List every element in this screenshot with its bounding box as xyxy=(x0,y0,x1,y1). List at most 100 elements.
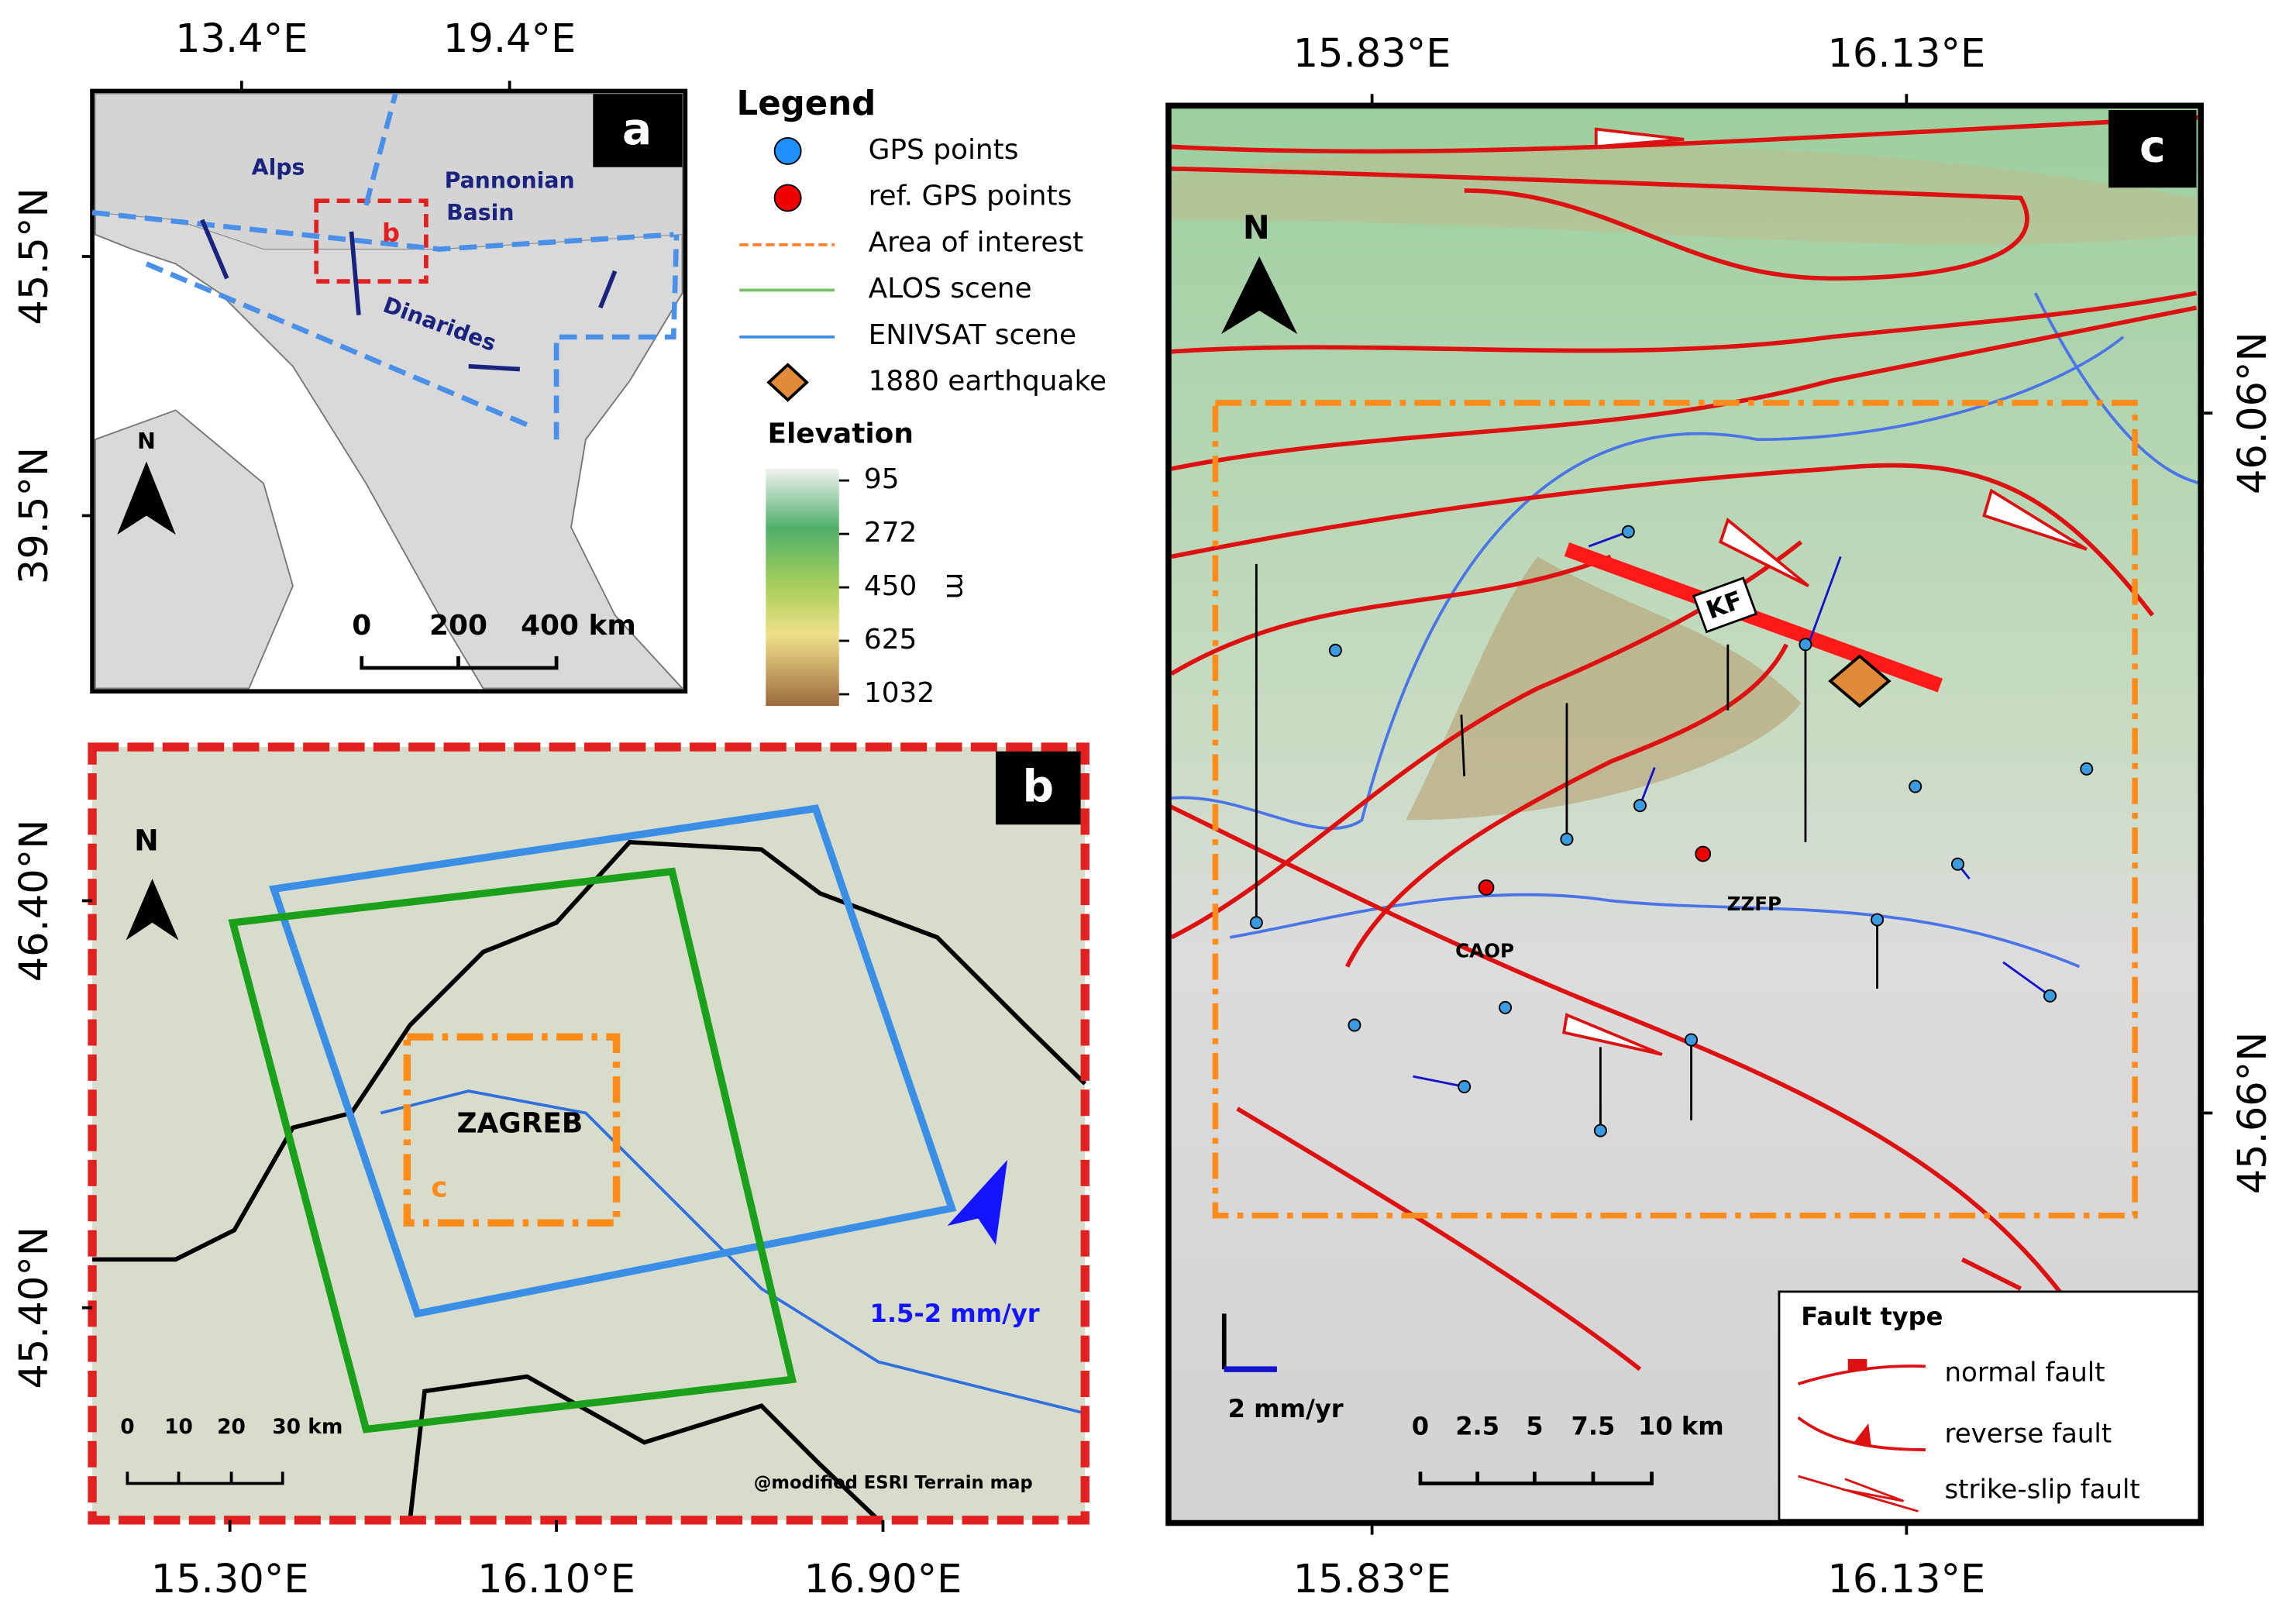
gps-points xyxy=(2080,762,2094,776)
colorbar-tick-label: 95 xyxy=(864,463,900,495)
inset-label: b xyxy=(382,219,400,248)
gps-vectors xyxy=(1413,1075,1465,1088)
y-tick-label: 45.66°N xyxy=(2230,1032,2276,1195)
hill-shade xyxy=(1168,145,2197,245)
earthquake-1880 xyxy=(1828,654,1892,708)
figure: GPS points ref. GPS points Area of interes… xyxy=(869,134,1107,397)
scene-lines xyxy=(363,93,398,206)
scale-label: 0 xyxy=(120,1415,134,1439)
kf-fault xyxy=(1564,542,1943,693)
scale-label: 400 km xyxy=(521,610,636,642)
gps-points xyxy=(1871,913,1885,927)
gps-points xyxy=(1633,799,1647,813)
motion-arrows xyxy=(349,231,361,315)
envisat-scene xyxy=(269,804,957,1318)
gps-points xyxy=(1593,1124,1607,1137)
x-tick-label: 13.4°E xyxy=(175,16,308,62)
panel-label: a xyxy=(622,104,652,155)
panel-label: b xyxy=(1022,761,1054,812)
scale-label: 0 xyxy=(1412,1412,1429,1441)
motion-arrows xyxy=(200,219,229,280)
velocity-arrow xyxy=(947,1159,1008,1245)
faults xyxy=(1171,463,2155,617)
legend-symbol xyxy=(773,136,802,165)
river xyxy=(380,1089,1086,1415)
legend-item: 1880 earthquake xyxy=(869,365,1107,397)
fault-symbol xyxy=(1854,1423,1871,1447)
north-label: N xyxy=(137,428,156,454)
motion-arrows xyxy=(598,270,618,309)
fault-symbol xyxy=(1797,1416,1926,1451)
fault-symbol xyxy=(1798,1475,1919,1512)
ref-gps-point xyxy=(1695,845,1712,862)
colorbar-tick-label: 272 xyxy=(864,517,917,549)
fault-label: ZZFP xyxy=(1727,893,1781,915)
inset-box xyxy=(314,198,429,284)
gps-points xyxy=(1249,916,1263,930)
border xyxy=(92,839,1087,1262)
velocity-label: 1.5-2 mm/yr xyxy=(869,1299,1039,1328)
fault-type-box xyxy=(1778,1290,2201,1522)
faults xyxy=(1171,291,2198,354)
aoi-box xyxy=(1212,400,2138,1219)
aoi-box xyxy=(403,1033,621,1227)
gps-points xyxy=(1685,1033,1699,1047)
gps-vectors xyxy=(2002,961,2051,997)
y-tick-label: 46.06°N xyxy=(2230,332,2276,494)
scale-bar xyxy=(360,656,559,670)
gps-vectors xyxy=(1460,714,1466,776)
fault-type-title: Fault type xyxy=(1801,1302,1943,1331)
faults xyxy=(1344,643,1788,968)
region-label: Pannonian xyxy=(445,168,575,194)
gps-points xyxy=(1249,525,2094,1137)
north-arrow xyxy=(117,461,176,535)
scene-lines xyxy=(145,261,528,428)
y-tick-label: 45.40°N xyxy=(12,1227,57,1389)
border xyxy=(408,1374,880,1522)
gps-points xyxy=(1348,1018,1361,1032)
ref-gps-point xyxy=(1478,879,1495,896)
gps-vectors xyxy=(1255,563,1878,1131)
legend-symbol xyxy=(766,363,809,402)
legend-item: ALOS scene xyxy=(869,273,1032,305)
scale-label: 10 km xyxy=(1638,1412,1724,1441)
legend-item: Area of interest xyxy=(869,226,1084,258)
gps-vectors xyxy=(1639,766,1656,807)
faults xyxy=(1236,1106,1642,1371)
legend-item: ref. GPS points xyxy=(869,181,1072,212)
gps-points xyxy=(1458,1079,1472,1093)
scale-bar xyxy=(126,1471,284,1485)
scale-label: 30 km xyxy=(272,1415,343,1439)
figure: 95 272 450 625 1032 xyxy=(838,463,935,709)
gps-points xyxy=(1621,525,1635,539)
scale-label: 0 xyxy=(352,610,371,642)
panel-c-id-box xyxy=(2108,110,2197,188)
scale-label: 200 xyxy=(429,610,487,642)
north-label: N xyxy=(134,823,159,857)
panel-label: c xyxy=(2139,122,2166,173)
faults xyxy=(1168,115,2201,154)
colorbar-tick-label: 625 xyxy=(864,624,917,656)
x-tick-label: 15.30°E xyxy=(151,1557,309,1602)
scale-label: 7.5 xyxy=(1571,1412,1616,1441)
scale-label: 5 xyxy=(1526,1412,1543,1441)
gps-points xyxy=(2043,989,2057,1003)
panel-a-id-box xyxy=(593,94,683,167)
x-tick-label: 16.13°E xyxy=(1827,31,1985,77)
fault-label: CAOP xyxy=(1455,940,1514,962)
colorbar-tick-label: 450 xyxy=(864,570,917,602)
scene-lines xyxy=(553,234,680,440)
gps-points xyxy=(1560,832,1574,846)
y-tick-label: 39.5°N xyxy=(12,447,57,584)
x-tick-label: 19.4°E xyxy=(443,16,576,62)
x-tick-label: 16.90°E xyxy=(804,1557,962,1602)
kf-box xyxy=(1692,576,1758,634)
panel-b-frame xyxy=(88,742,1089,1525)
gps-points xyxy=(1950,857,1964,871)
scale-label: 10 xyxy=(164,1415,193,1439)
colorbar-unit: m xyxy=(940,573,972,600)
north-arrow xyxy=(126,879,179,941)
region-label: Alps xyxy=(252,155,305,181)
faults xyxy=(1960,1257,2022,1291)
x-tick-label: 15.83°E xyxy=(1293,31,1451,77)
